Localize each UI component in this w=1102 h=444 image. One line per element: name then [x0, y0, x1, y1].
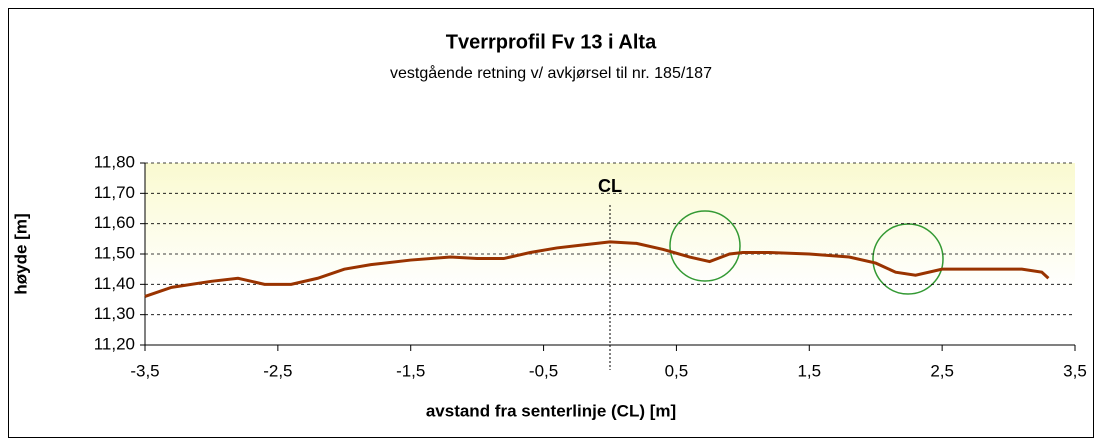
y-tick-label: 11,70 — [94, 183, 135, 202]
x-tick-label: 2,5 — [930, 361, 954, 380]
chart-title: Tverrprofil Fv 13 i Alta — [446, 31, 657, 53]
x-tick-label: -3,5 — [130, 361, 159, 380]
y-axis-label: høyde [m] — [11, 213, 30, 294]
y-tick-label: 11,80 — [94, 152, 135, 171]
x-tick-label: -2,5 — [263, 361, 292, 380]
y-tick-label: 11,20 — [94, 334, 135, 353]
chart-subtitle: vestgående retning v/ avkjørsel til nr. … — [390, 64, 712, 82]
x-tick-label: -0,5 — [529, 361, 558, 380]
x-axis-label: avstand fra senterlinje (CL) [m] — [426, 401, 676, 420]
highlight-circle — [669, 210, 741, 282]
line-series — [144, 240, 1050, 298]
x-tick-label: 3,5 — [1063, 361, 1087, 380]
x-tick-label: -1,5 — [396, 361, 425, 380]
y-tick-label: 11,30 — [94, 304, 135, 323]
y-tick-label: 11,50 — [94, 243, 135, 262]
x-tick-label: 1,5 — [797, 361, 821, 380]
x-tick-label: 0,5 — [665, 361, 689, 380]
annotation-label: CL — [598, 176, 622, 196]
y-tick-label: 11,60 — [94, 213, 135, 232]
y-tick-label: 11,40 — [94, 274, 135, 293]
